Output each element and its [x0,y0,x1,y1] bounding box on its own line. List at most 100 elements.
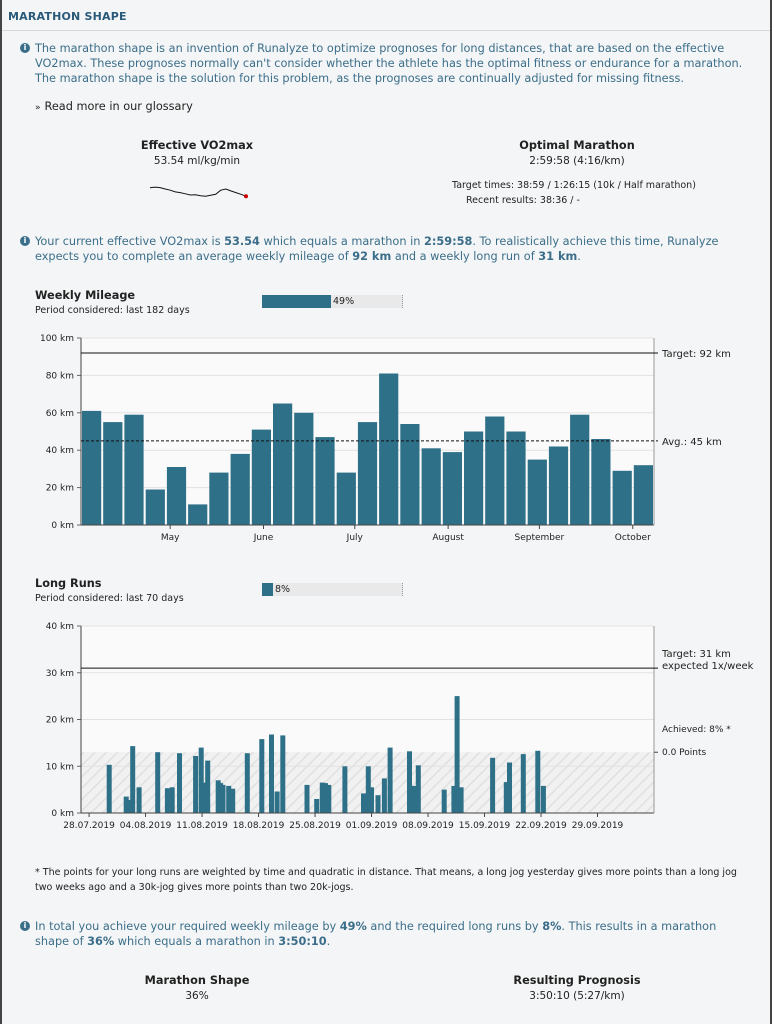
total-text: In total you achieve your required weekl… [35,920,717,948]
weekly-mileage-progress-fill [262,295,331,308]
long-run-bar [205,760,211,813]
weekly-mileage-bar [485,416,505,525]
weekly-mileage-bar [230,453,250,525]
long-run-bar [454,696,460,813]
x-tick-label: June [253,533,274,543]
average-label: Avg.: 45 km [662,437,722,448]
long-run-bar [365,766,371,814]
long-runs-chart: 0 km 10 km 20 km 30 km 40 km 28.07.2019 04.08.… [46,622,754,831]
x-tick-label: 15.09.2019 [459,821,511,831]
weekly-mileage-progress-label: 49% [333,296,355,307]
vo2max-sparkline [149,186,248,199]
long-run-bar [193,756,199,813]
long-run-bar [274,791,280,813]
recent-results: Recent results: 38:36 / - [466,195,580,206]
x-tick-label: 25.08.2019 [289,821,341,831]
optimal-marathon-block: Optimal Marathon 2:59:58 (4:16/km) [477,139,677,167]
weekly-mileage-bar [166,467,187,525]
glossary-link[interactable]: » Read more in our glossary [35,100,193,113]
weekly-mileage-bar [612,470,632,525]
current-info: i Your current effective VO2max is 53.54… [20,234,750,264]
long-run-bar [490,757,496,813]
vo2max-value: 53.54 ml/kg/min [153,155,241,167]
x-tick-label: August [432,533,464,543]
weekly-mileage-bar [633,465,653,525]
weekly-mileage-bar [506,431,526,525]
x-tick-label: 04.08.2019 [120,821,172,831]
y-tick-label: 0 km [51,809,74,819]
long-run-bar [304,784,310,813]
long-run-bar [381,778,387,813]
intro-text: The marathon shape is an invention of Ru… [35,42,743,85]
weekly-mileage-bar [145,489,165,525]
long-run-bar [198,747,204,813]
weekly-mileage-title: Weekly Mileage [35,289,136,302]
intro-info: i The marathon shape is an invention of … [20,41,750,86]
long-runs-period: Period considered: last 70 days [35,593,184,604]
long-run-bar [361,793,366,813]
y-tick-label: 60 km [46,409,74,419]
long-run-bar [407,751,412,813]
y-tick-label: 0 km [51,521,74,531]
points-label: 0.0 Points [662,748,707,758]
weekly-mileage-bar [294,412,314,525]
target-times: Target times: 38:59 / 1:26:15 (10k / Hal… [452,180,696,191]
target-label: Target: 31 km [661,649,731,660]
long-run-bar [123,796,129,813]
weekly-mileage-bar [570,414,590,525]
long-run-bar [411,785,417,813]
weekly-mileage-bar [251,429,271,525]
long-run-bar [415,765,421,813]
x-tick-label: 11.08.2019 [176,821,228,831]
long-run-bar [126,799,132,813]
weekly-mileage-bar [209,472,229,525]
y-tick-label: 20 km [46,716,74,726]
weekly-mileage-bar [273,403,293,525]
long-run-bar [202,782,207,813]
weekly-mileage-bar [336,472,356,525]
long-run-bar [319,782,325,813]
long-run-bar [540,785,546,813]
prognosis-value: 3:50:10 (5:27/km) [529,990,625,1002]
x-tick-label: 22.09.2019 [515,821,567,831]
long-run-bar [226,785,232,813]
long-run-bar [106,764,112,813]
sparkline-line [149,186,247,197]
long-runs-progress-label: 8% [275,584,291,595]
long-run-bar [220,784,226,813]
weekly-mileage-bar [103,422,123,525]
glossary-link-label: Read more in our glossary [44,100,193,113]
weekly-mileage-period: Period considered: last 182 days [35,305,190,316]
weekly-mileage-bar [442,452,462,525]
long-run-bar [155,752,161,813]
weekly-mileage-bar [315,437,335,525]
weekly-mileage-bar [357,422,378,525]
long-run-bar [169,787,175,813]
double-arrow-icon: » [35,103,41,113]
target-label: Target: 92 km [661,349,731,360]
weekly-mileage-bar [527,459,547,525]
y-tick-label: 80 km [46,371,74,381]
long-run-bar [342,766,348,814]
long-run-bar [375,795,381,813]
long-runs-title: Long Runs [35,577,102,590]
x-tick-label: 01.09.2019 [346,821,398,831]
vo2max-title: Effective VO2max [140,139,254,152]
y-tick-label: 40 km [46,622,74,632]
marathon-shape-block: Marathon Shape 36% [122,974,272,1002]
long-run-bar [280,735,286,813]
y-tick-label: 20 km [46,484,74,494]
vo2max-block: Effective VO2max 53.54 ml/kg/min [122,139,272,167]
long-runs-progress-fill [262,583,273,596]
y-tick-label: 40 km [46,446,74,456]
info-icon: i [20,921,30,931]
current-text: Your current effective VO2max is 53.54 w… [35,235,719,263]
weekly-mileage-bar [379,373,399,525]
x-tick-label: May [161,533,180,543]
weekly-mileage-chart: 0 km 20 km 40 km 60 km 80 km 100 km May June Jul… [40,334,731,543]
long-run-bar [136,787,142,813]
info-icon: i [20,236,30,246]
weekly-mileage-bar [124,414,144,525]
total-info: i In total you achieve your required wee… [20,919,750,949]
long-run-bar [441,789,447,813]
